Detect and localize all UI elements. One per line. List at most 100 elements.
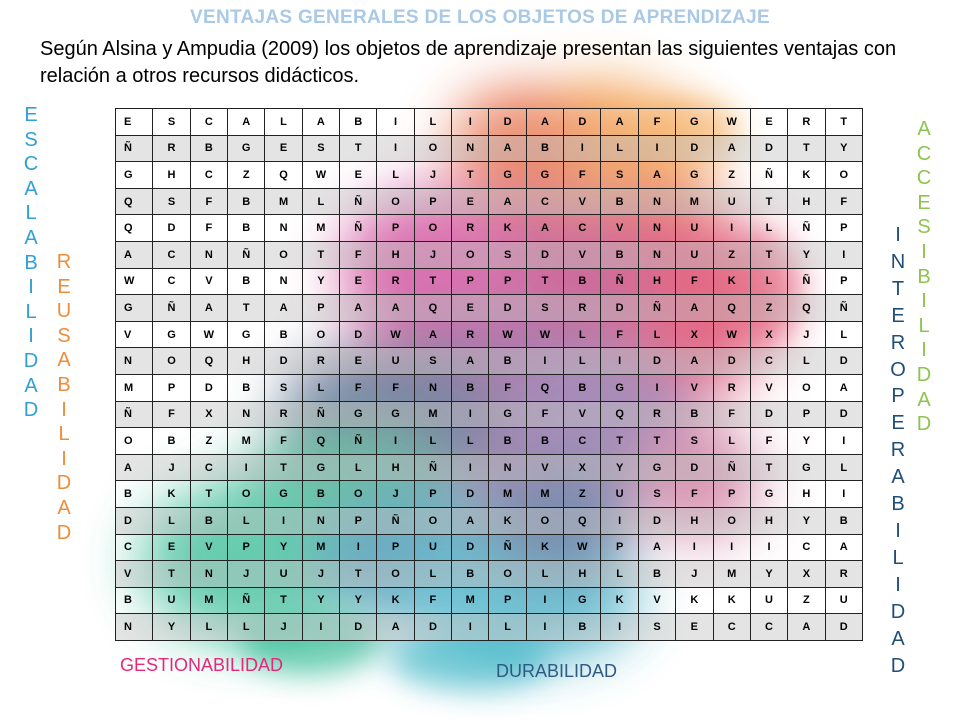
vertical-letter: I bbox=[61, 398, 67, 421]
grid-cell: D bbox=[413, 613, 453, 641]
vertical-letter: S bbox=[917, 216, 931, 239]
grid-cell: T bbox=[264, 453, 303, 482]
grid-cell: Q bbox=[114, 187, 154, 216]
grid-cell: I bbox=[376, 134, 415, 163]
grid-cell: Y bbox=[339, 586, 378, 615]
grid-cell: H bbox=[675, 506, 714, 535]
grid-cell: L bbox=[227, 506, 266, 535]
grid-cell: I bbox=[749, 533, 789, 562]
grid-cell: S bbox=[525, 294, 565, 322]
grid-cell: X bbox=[749, 320, 789, 349]
vertical-letter: O bbox=[890, 358, 906, 381]
grid-cell: F bbox=[675, 267, 714, 296]
grid-cell: L bbox=[451, 427, 490, 455]
vertical-letter: A bbox=[891, 466, 905, 489]
grid-cell: M bbox=[675, 187, 714, 216]
grid-cell: E bbox=[749, 108, 789, 136]
vertical-letter: C bbox=[23, 153, 39, 176]
vertical-letter: R bbox=[56, 251, 72, 273]
vertical-letter: A bbox=[57, 349, 71, 372]
grid-cell: A bbox=[600, 108, 639, 136]
grid-cell: O bbox=[451, 240, 490, 269]
vertical-letter: A bbox=[917, 118, 931, 140]
grid-cell: G bbox=[637, 453, 677, 482]
vertical-letter: D bbox=[890, 654, 906, 677]
grid-cell: I bbox=[525, 586, 565, 615]
vertical-letter: D bbox=[56, 472, 72, 495]
grid-cell: G bbox=[525, 161, 565, 189]
grid-cell: N bbox=[264, 214, 303, 242]
vertical-letter: I bbox=[28, 325, 34, 348]
grid-cell: L bbox=[301, 187, 341, 216]
grid-cell: D bbox=[152, 214, 191, 242]
grid-cell: D bbox=[824, 347, 864, 375]
vertical-letter: I bbox=[921, 290, 927, 313]
grid-cell: U bbox=[376, 347, 415, 375]
grid-cell: G bbox=[227, 320, 266, 349]
grid-cell: F bbox=[413, 586, 453, 615]
grid-cell: A bbox=[451, 506, 490, 535]
vertical-letter: B bbox=[917, 265, 931, 288]
grid-cell: H bbox=[376, 240, 415, 269]
grid-cell: C bbox=[525, 187, 565, 216]
grid-cell: S bbox=[413, 347, 453, 375]
vertical-letter: E bbox=[57, 275, 71, 298]
grid-cell: Y bbox=[749, 560, 789, 588]
grid-cell: A bbox=[637, 533, 677, 562]
grid-cell: B bbox=[637, 560, 677, 588]
grid-cell: O bbox=[339, 480, 378, 508]
grid-cell: T bbox=[749, 240, 789, 269]
grid-cell: D bbox=[339, 320, 378, 349]
grid-cell: R bbox=[787, 108, 826, 136]
grid-cell: I bbox=[600, 506, 639, 535]
grid-cell: N bbox=[114, 613, 154, 641]
grid-cell: G bbox=[488, 161, 527, 189]
vertical-letter: D bbox=[23, 349, 39, 372]
grid-cell: F bbox=[339, 240, 378, 269]
vertical-letter: A bbox=[24, 374, 38, 397]
grid-cell: X bbox=[563, 453, 602, 482]
grid-cell: K bbox=[600, 586, 639, 615]
grid-cell: P bbox=[339, 506, 378, 535]
grid-cell: N bbox=[637, 214, 677, 242]
grid-cell: Y bbox=[301, 586, 341, 615]
grid-cell: N bbox=[114, 347, 154, 375]
grid-cell: M bbox=[301, 214, 341, 242]
grid-cell: M bbox=[227, 427, 266, 455]
grid-cell: F bbox=[637, 108, 677, 136]
grid-cell: T bbox=[227, 294, 266, 322]
grid-cell: D bbox=[824, 613, 864, 641]
grid-cell: T bbox=[152, 560, 191, 588]
vertical-letter: I bbox=[61, 447, 67, 470]
grid-cell: K bbox=[712, 586, 751, 615]
vertical-letter: E bbox=[24, 104, 38, 126]
grid-cell: R bbox=[563, 294, 602, 322]
grid-cell: Ñ bbox=[712, 453, 751, 482]
grid-cell: Y bbox=[787, 240, 826, 269]
grid-cell: C bbox=[189, 161, 229, 189]
word-gestionabilidad: GESTIONABILIDAD bbox=[120, 655, 284, 675]
grid-cell: Ñ bbox=[114, 134, 154, 163]
grid-cell: S bbox=[152, 108, 191, 136]
grid-cell: G bbox=[227, 134, 266, 163]
grid-cell: G bbox=[114, 294, 154, 322]
grid-cell: C bbox=[189, 453, 229, 482]
grid-cell: V bbox=[563, 240, 602, 269]
grid-cell: S bbox=[675, 427, 714, 455]
grid-cell: D bbox=[637, 506, 677, 535]
grid-cell: P bbox=[488, 267, 527, 296]
grid-cell: B bbox=[451, 373, 490, 402]
grid-cell: L bbox=[152, 506, 191, 535]
grid-cell: B bbox=[563, 613, 602, 641]
grid-cell: G bbox=[749, 480, 789, 508]
grid-cell: R bbox=[451, 214, 490, 242]
grid-cell: D bbox=[525, 240, 565, 269]
grid-cell: A bbox=[451, 347, 490, 375]
grid-cell: M bbox=[189, 586, 229, 615]
grid-cell: L bbox=[301, 373, 341, 402]
vertical-letter: C bbox=[916, 167, 932, 190]
grid-cell: B bbox=[488, 427, 527, 455]
grid-cell: L bbox=[376, 161, 415, 189]
